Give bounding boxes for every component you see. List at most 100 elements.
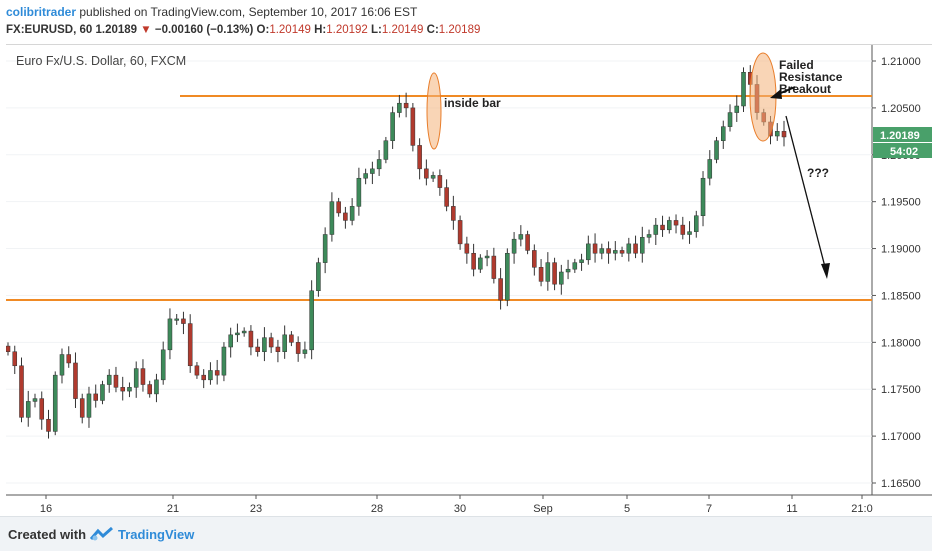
candle-body	[694, 215, 699, 232]
candle-body	[309, 290, 314, 351]
candle-body	[430, 175, 436, 179]
high-label: H:	[314, 24, 327, 36]
time-axis-ticks: 16 21 23 28 30 Sep 5 7 11 21:0	[40, 495, 873, 515]
candle-body	[444, 187, 449, 207]
candle-body	[79, 398, 85, 418]
candle-body	[208, 370, 213, 381]
candle-body	[505, 252, 510, 301]
candle-body	[660, 224, 665, 231]
candle-body	[120, 387, 125, 392]
candle-body	[214, 370, 220, 376]
candle-body	[734, 105, 740, 113]
inside-bar-highlight[interactable]	[426, 72, 442, 150]
candle-body	[457, 220, 463, 245]
price-change: −0.00160 (−0.13%)	[154, 24, 254, 36]
candle-body	[471, 252, 476, 270]
time-tick-label: 5	[624, 503, 630, 515]
candle-body	[451, 206, 456, 221]
time-tick-label: 16	[40, 503, 52, 515]
candle-body	[599, 248, 605, 254]
candle-body	[633, 243, 638, 254]
candle-body	[167, 318, 173, 351]
low-label: L:	[371, 24, 382, 36]
price-tick-label: 1.16500	[881, 478, 921, 490]
countdown-badge-text: 54:02	[890, 146, 918, 158]
price-axis-ticks: 1.210001.205001.200001.195001.190001.185…	[872, 56, 921, 490]
chart-area[interactable]: 1.210001.205001.200001.195001.190001.185…	[5, 44, 932, 517]
tradingview-link[interactable]: TradingView	[118, 527, 195, 542]
chart-header: colibritrader published on TradingView.c…	[0, 0, 932, 44]
candle-body	[295, 342, 301, 354]
symbol-label: FX:EURUSD, 60	[6, 24, 93, 36]
candle-body	[147, 384, 152, 395]
candle-body	[262, 337, 267, 352]
candle-body	[370, 168, 375, 174]
inside-bar-label: inside bar	[444, 96, 501, 110]
candle-body	[478, 257, 483, 270]
published-text: published on TradingView.com, September …	[79, 5, 418, 19]
close-label: C:	[426, 24, 439, 36]
candle-body	[390, 112, 395, 141]
candle-body	[781, 131, 787, 138]
candle-body	[329, 201, 335, 235]
candle-body	[640, 237, 645, 254]
time-tick-label: 23	[250, 503, 262, 515]
candle-body	[565, 268, 571, 273]
candle-body	[66, 354, 72, 364]
price-tick-label: 1.18000	[881, 337, 921, 349]
price-tick-label: 1.17500	[881, 384, 921, 396]
candle-body	[127, 387, 132, 392]
projection-arrow-shaft	[785, 115, 826, 268]
candle-body	[93, 393, 98, 401]
candle-body	[289, 334, 294, 343]
candle-body	[424, 168, 429, 179]
candle-body	[417, 145, 422, 170]
price-tick-label: 1.18500	[881, 290, 921, 302]
breakout-label: Breakout	[779, 82, 831, 96]
candle-body	[181, 318, 186, 324]
price-tick-label: 1.21000	[881, 56, 921, 68]
last-price-badge-text: 1.20189	[880, 130, 920, 142]
candle-body	[282, 334, 287, 352]
candle-body	[727, 112, 733, 127]
candle-body	[100, 384, 105, 401]
candle-body	[356, 177, 362, 207]
candle-body	[687, 231, 692, 235]
candle-body	[113, 374, 119, 388]
candle-body	[410, 107, 416, 146]
candle-body	[160, 349, 166, 381]
candle-body	[19, 365, 24, 418]
candle-body	[228, 334, 233, 348]
candle-body	[255, 346, 260, 352]
candle-body	[592, 243, 598, 254]
tradingview-logo-icon[interactable]	[90, 526, 114, 542]
candle-body	[59, 354, 65, 376]
candle-body	[619, 250, 625, 254]
candle-body	[52, 374, 58, 432]
candle-body	[302, 349, 308, 354]
candle-body	[646, 234, 652, 238]
candle-body	[464, 243, 470, 254]
candle-body	[383, 140, 389, 160]
open-value: 1.20149	[269, 24, 311, 36]
candle-body	[518, 234, 524, 240]
candle-body	[403, 102, 409, 109]
candle-body	[606, 248, 611, 254]
author-link[interactable]: colibritrader	[6, 5, 77, 19]
resistance-label: Resistance	[779, 70, 843, 84]
candle-body	[667, 220, 672, 231]
candle-body	[106, 374, 112, 385]
candle-body	[741, 72, 746, 107]
candles	[5, 65, 787, 439]
low-value: 1.20149	[381, 24, 424, 36]
time-tick-label: 7	[706, 503, 712, 515]
candle-body	[174, 318, 179, 321]
countdown-badge	[873, 143, 932, 158]
price-tick-label: 1.19000	[881, 244, 921, 256]
price-chart[interactable]: 1.210001.205001.200001.195001.190001.185…	[5, 45, 932, 517]
time-tick-label: 30	[454, 503, 466, 515]
candle-body	[376, 159, 382, 170]
candle-body	[437, 175, 443, 188]
candle-body	[532, 250, 537, 268]
close-value: 1.20189	[438, 24, 481, 36]
